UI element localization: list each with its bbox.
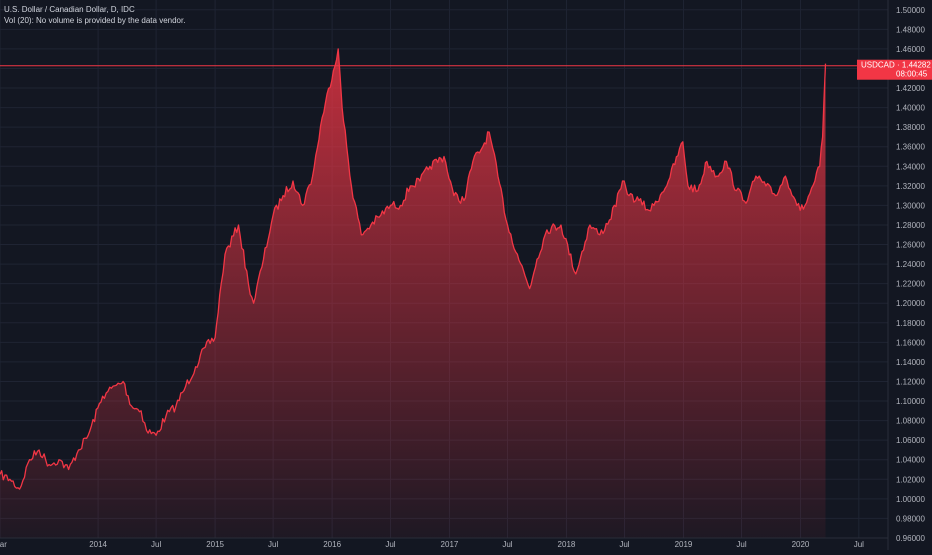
x-tick-label: Mar [0,540,7,549]
price-axis[interactable]: 0.96000 0.98000 1.00000 1.02000 1.04000 1.060… [887,0,925,550]
y-tick-label: 1.08000 [896,417,925,426]
last-price-label: USDCAD · 1.44282 [861,61,931,70]
x-tick-label: 2015 [206,540,224,549]
y-tick-label: 1.22000 [896,280,925,289]
x-tick-label: 2018 [558,540,576,549]
chart-legend: U.S. Dollar / Canadian Dollar, D, IDC Vo… [4,4,185,26]
x-tick-label: Jul [385,540,395,549]
y-tick-label: 1.10000 [896,397,925,406]
y-tick-label: 1.48000 [896,25,925,34]
time-axis[interactable]: Mar 2014 Jul 2015 Jul 2016 Jul 2017 Jul 2018 Jul 20… [0,537,888,549]
y-tick-label: 1.02000 [896,475,925,484]
y-tick-label: 0.96000 [896,534,925,543]
y-tick-label: 0.98000 [896,514,925,523]
y-tick-label: 1.34000 [896,162,925,171]
x-tick-label: 2020 [792,540,810,549]
y-tick-label: 1.32000 [896,182,925,191]
volume-note: Vol (20): No volume is provided by the d… [4,16,186,25]
y-tick-label: 1.14000 [896,358,925,367]
x-tick-label: 2016 [323,540,341,549]
x-tick-label: Jul [619,540,629,549]
x-tick-label: Jul [268,540,278,549]
x-tick-label: 2014 [89,540,107,549]
y-tick-label: 1.04000 [896,456,925,465]
y-tick-label: 1.20000 [896,299,925,308]
x-tick-label: Jul [854,540,864,549]
y-tick-label: 1.38000 [896,123,925,132]
y-tick-label: 1.36000 [896,143,925,152]
bar-countdown: 08:00:45 [896,70,928,79]
x-tick-label: 2017 [441,540,459,549]
x-tick-label: Jul [736,540,746,549]
series-line [0,48,827,490]
y-tick-label: 1.18000 [896,319,925,328]
y-tick-label: 1.30000 [896,201,925,210]
x-tick-label: 2019 [675,540,693,549]
series-area [0,48,826,539]
y-tick-label: 1.06000 [896,436,925,445]
last-price-tag: USDCAD · 1.44282 08:00:45 [857,59,932,80]
y-tick-label: 1.40000 [896,104,925,113]
y-tick-label: 1.12000 [896,377,925,386]
y-tick-label: 1.46000 [896,45,925,54]
y-tick-label: 1.42000 [896,84,925,93]
y-tick-label: 1.16000 [896,338,925,347]
y-tick-label: 1.26000 [896,241,925,250]
y-tick-label: 1.28000 [896,221,925,230]
symbol-title[interactable]: U.S. Dollar / Canadian Dollar, D, IDC [4,5,135,14]
x-tick-label: Jul [151,540,161,549]
y-tick-label: 1.24000 [896,260,925,269]
x-tick-label: Jul [502,540,512,549]
last-price-tag-box [857,59,932,80]
y-tick-label: 1.50000 [896,6,925,15]
y-tick-label: 1.00000 [896,495,925,504]
